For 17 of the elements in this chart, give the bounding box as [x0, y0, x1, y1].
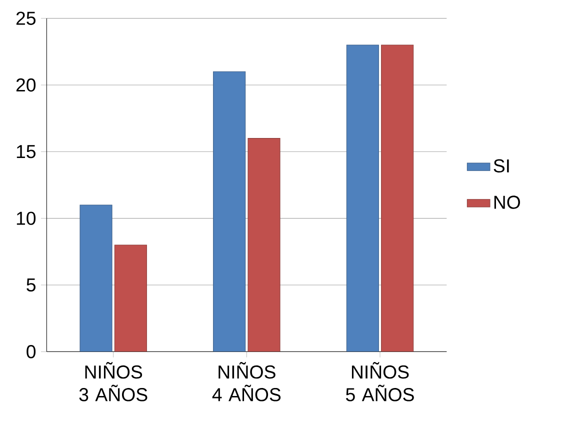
bar	[213, 71, 246, 352]
x-tick-label: NIÑOS 4 AÑOS	[212, 362, 281, 402]
bar	[248, 138, 280, 352]
x-tick-label: NIÑOS 3 AÑOS	[79, 362, 148, 402]
bar	[346, 44, 379, 352]
y-tick-label: 10	[16, 212, 36, 225]
x-tick-label: NIÑOS 5 AÑOS	[346, 362, 414, 402]
bar	[80, 204, 112, 352]
bar	[114, 244, 147, 352]
y-tick-label: 25	[16, 12, 36, 25]
legend-label: NO	[494, 196, 520, 209]
y-tick-label: 15	[16, 145, 36, 158]
y-tick-label: 20	[16, 78, 36, 92]
bar	[381, 44, 414, 352]
y-tick-label: 5	[26, 278, 36, 292]
y-tick-label: 0	[26, 345, 36, 358]
legend-label: SI	[494, 159, 509, 173]
